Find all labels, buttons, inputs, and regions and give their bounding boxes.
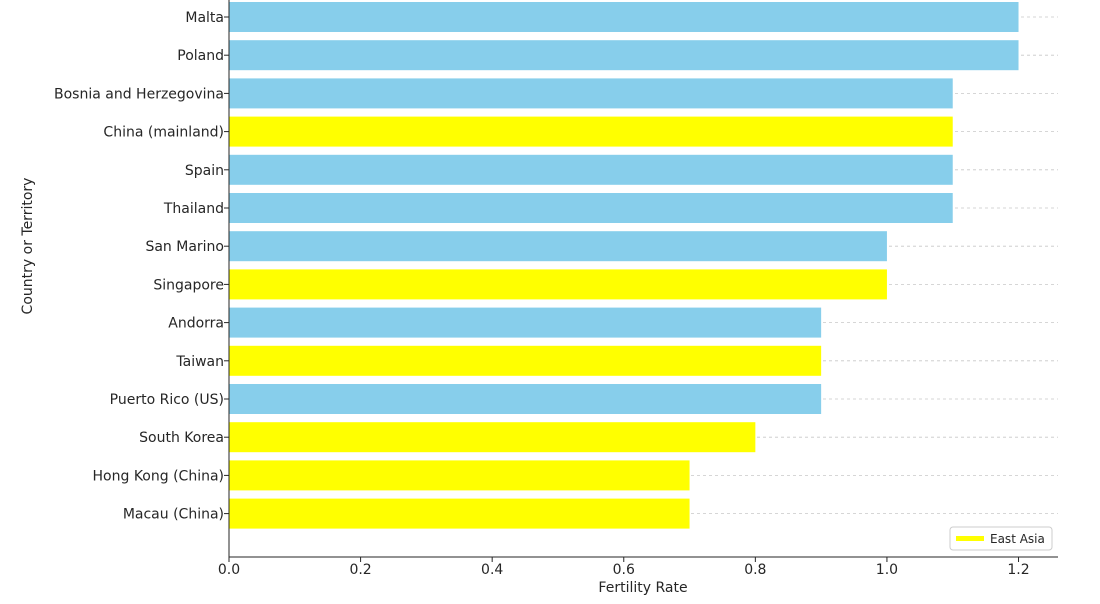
x-tick-label-0-0: 0.0 [218,562,240,578]
category-label-singapore: Singapore [153,277,224,293]
x-tick-label-0-4: 0.4 [481,562,503,578]
category-label-south-korea: South Korea [139,430,224,446]
category-label-spain: Spain [185,163,224,179]
bar-singapore [229,269,887,300]
bar-spain [229,154,953,185]
category-label-puerto-rico-us: Puerto Rico (US) [110,392,224,408]
category-label-poland: Poland [177,48,224,64]
category-label-malta: Malta [185,10,224,26]
axes [224,0,1058,558]
bar-hong-kong-china [229,460,690,491]
legend-box [949,526,1053,551]
bar-san-marino [229,231,887,262]
bar-thailand [229,193,953,223]
category-label-andorra: Andorra [168,316,224,332]
bar-macau-china [229,498,690,529]
category-label-thailand: Thailand [163,201,224,217]
bar-bosnia-and-herzegovina [229,78,953,109]
bar-china-mainland [229,116,953,147]
x-tick-label-1-2: 1.2 [1007,562,1029,578]
category-label-bosnia-and-herzegovina: Bosnia and Herzegovina [54,86,224,102]
x-ticks: 0.0 0.2 0.4 0.6 0.8 1.0 1.2 [218,557,1030,578]
category-label-taiwan: Taiwan [175,354,224,370]
category-label-macau-china: Macau (China) [123,507,224,523]
bar-poland [229,40,1019,71]
category-labels: Malta Poland Bosnia and Herzegovina China (… [54,10,224,523]
bar-taiwan [229,345,822,376]
category-label-china-mainland: China (mainland) [103,125,224,141]
legend: East Asia [949,526,1053,551]
x-tick-label-1-0: 1.0 [876,562,898,578]
category-label-san-marino: San Marino [145,239,224,255]
x-axis-label: Fertility Rate [598,580,687,596]
legend-east-asia-label: East Asia [990,532,1045,546]
x-tick-label-0-8: 0.8 [744,562,766,578]
x-tick-label-0-6: 0.6 [613,562,635,578]
bar-south-korea [229,422,756,453]
y-axis-label: Country or Territory [20,178,36,315]
bar-andorra [229,307,822,338]
x-tick-label-0-2: 0.2 [349,562,371,578]
category-label-hong-kong-china: Hong Kong (China) [93,468,224,484]
bars [229,2,1019,529]
bar-malta [229,2,1019,32]
bar-puerto-rico-us [229,384,822,414]
